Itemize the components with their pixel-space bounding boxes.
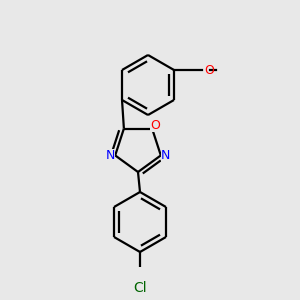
Text: N: N xyxy=(106,149,115,162)
Text: N: N xyxy=(161,149,170,162)
Text: O: O xyxy=(204,64,214,76)
Text: O: O xyxy=(150,119,160,132)
Text: Cl: Cl xyxy=(133,281,147,295)
